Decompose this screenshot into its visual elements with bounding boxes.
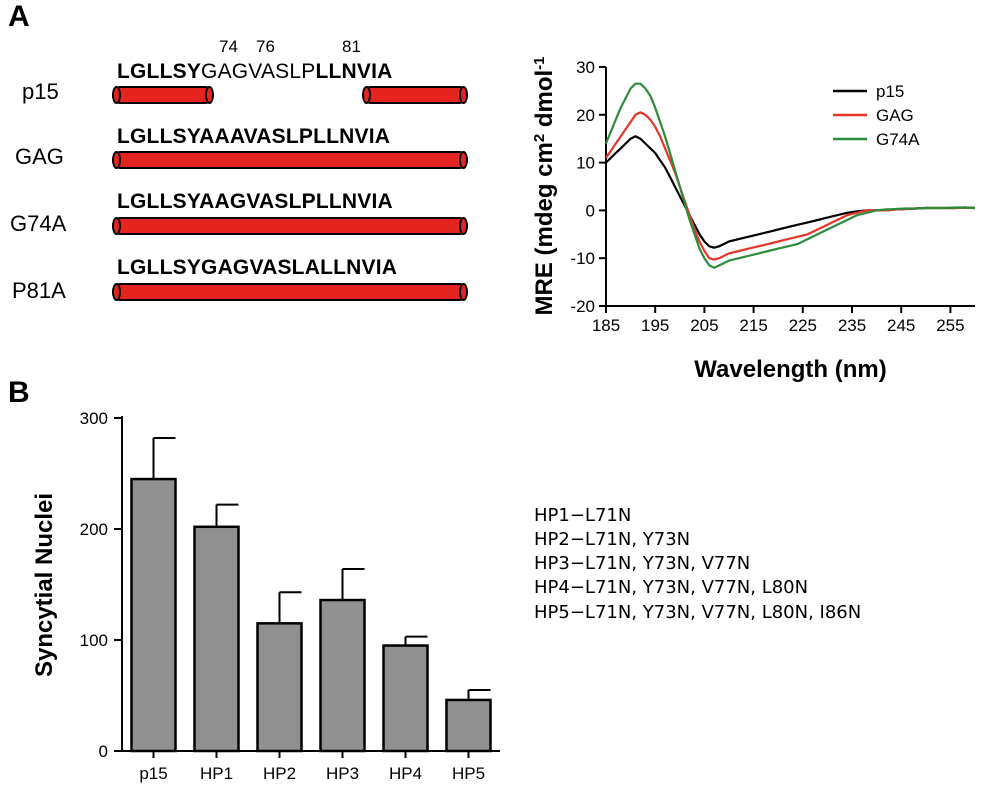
panel-b-label: B <box>8 376 30 409</box>
mutant-key-hp4: HP4−L71N, Y73N, V77N, L80N <box>534 577 809 598</box>
y-tick-label: 30 <box>576 58 595 77</box>
x-tick-label: HP4 <box>389 764 422 783</box>
legend-label-p15: p15 <box>876 82 904 101</box>
panel-a-label: A <box>8 0 30 33</box>
y-tick-label: 0 <box>586 201 595 220</box>
x-tick-label: 195 <box>641 316 669 335</box>
sequence-name-g74a: G74A <box>10 211 67 236</box>
x-tick-label: p15 <box>139 764 167 783</box>
sequence-p15: LGLLSYGAGVASLPLLNVIA <box>117 60 393 84</box>
bar-hp5 <box>445 698 492 753</box>
x-tick-label: HP5 <box>452 764 485 783</box>
x-tick-label: 215 <box>739 316 767 335</box>
x-tick-label: 245 <box>887 316 915 335</box>
sequence-segment: LGLLSY <box>117 60 202 83</box>
mutant-key-hp3: HP3−L71N, Y73N, V77N <box>534 553 751 574</box>
x-tick-label: HP3 <box>326 764 359 783</box>
sequence-g74a: LGLLSYAAGVASLPLLNVIA <box>117 190 393 214</box>
sequence-name-p81a: P81A <box>12 278 66 303</box>
x-axis-title: Wavelength (nm) <box>694 356 886 383</box>
x-tick-label: 255 <box>936 316 964 335</box>
y-axis-title: MRE (mdeg cm2 dmol-1 <box>531 56 559 315</box>
x-tick-label: HP1 <box>200 764 233 783</box>
y-tick-label: -10 <box>570 249 595 268</box>
y-tick-label: 10 <box>576 154 595 173</box>
bar-hp4 <box>382 644 429 753</box>
bar-p15 <box>130 477 177 753</box>
y-tick-label: 200 <box>80 520 108 539</box>
x-tick-label: 225 <box>789 316 817 335</box>
residue-number-81: 81 <box>342 37 361 56</box>
x-tick-label: 185 <box>592 316 620 335</box>
sequence-segment: LGLLSYAAAVASLPLLNVIA <box>117 125 391 148</box>
x-tick-label: 205 <box>690 316 718 335</box>
y-tick-label: 0 <box>99 742 108 761</box>
bar-hp3 <box>319 598 366 753</box>
bar-hp1 <box>193 525 240 753</box>
helix-cylinder <box>112 283 468 301</box>
sequence-p81a: LGLLSYGAGVASLALLNVIA <box>117 256 397 280</box>
helix-cylinder <box>112 151 468 169</box>
mutant-key-hp2: HP2−L71N, Y73N <box>534 529 691 550</box>
x-tick-label: 235 <box>838 316 866 335</box>
legend-label-gag: GAG <box>876 106 914 125</box>
y-tick-label: 300 <box>80 409 108 428</box>
x-tick-label: HP2 <box>263 764 296 783</box>
helix-cylinder <box>112 86 214 104</box>
helix-cylinder <box>362 86 468 104</box>
sequence-segment: LGLLSYGAGVASLALLNVIA <box>117 256 398 279</box>
bar-hp2 <box>256 622 303 753</box>
y-tick-label: 20 <box>576 106 595 125</box>
y-tick-label: -20 <box>570 297 595 316</box>
y-axis-title: Syncytial Nuclei <box>31 493 58 677</box>
sequence-segment: GAGVASLP <box>201 60 316 83</box>
sequence-name-p15: p15 <box>22 79 59 104</box>
sequence-name-gag: GAG <box>15 144 64 169</box>
residue-number-74: 74 <box>219 37 238 56</box>
mutant-key-hp5: HP5−L71N, Y73N, V77N, L80N, I86N <box>534 602 862 623</box>
residue-number-76: 76 <box>256 37 275 56</box>
helix-cylinder <box>112 217 468 235</box>
mutant-key-hp1: HP1−L71N <box>534 505 632 526</box>
y-tick-label: 100 <box>80 631 108 650</box>
series-line-g74a <box>604 82 976 269</box>
sequence-segment: LGLLSYAAGVASLPLLNVIA <box>117 190 393 213</box>
sequence-segment: LLNVIA <box>315 60 393 83</box>
legend-label-g74a: G74A <box>876 130 920 149</box>
sequence-gag: LGLLSYAAAVASLPLLNVIA <box>117 125 390 149</box>
